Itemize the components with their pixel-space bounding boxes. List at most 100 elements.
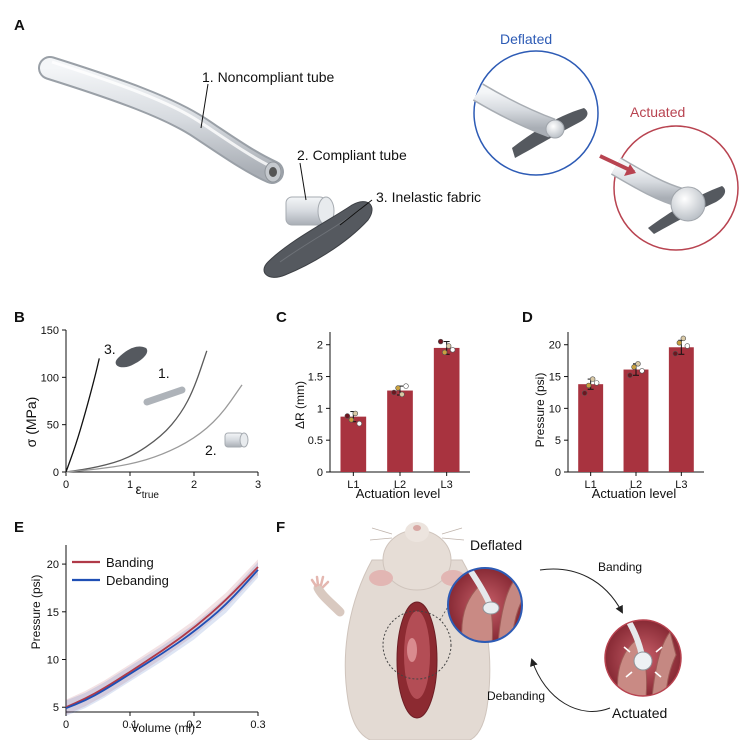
pressure-bar-chart: 0 5 10 15 20 L1 L2 L3 — [549, 332, 704, 491]
noncompliant-tube-illustration — [38, 56, 284, 184]
c-bar-L2 — [387, 390, 413, 472]
c-data-point — [437, 338, 444, 345]
c-data-point — [348, 417, 355, 423]
b-y-tick-label: 0 — [53, 467, 59, 479]
b-x-tick-label: 3 — [255, 479, 261, 491]
b-series-3 — [65, 358, 100, 473]
d-y-tick-label: 10 — [549, 403, 561, 415]
d-y-tick-label: 15 — [549, 372, 561, 384]
d-data-point — [593, 380, 600, 386]
b-series-2 — [65, 384, 243, 473]
c-x-tick-label: L1 — [347, 479, 359, 491]
e-line-debanding — [65, 569, 259, 710]
f-label-debanding: Debanding — [487, 689, 545, 703]
c-data-point — [395, 385, 401, 391]
f-actuated-inset — [604, 619, 682, 697]
d-data-point — [684, 343, 691, 349]
d-bar-L1 — [578, 384, 604, 472]
rat-illustration — [310, 522, 491, 740]
d-y-tick-label: 5 — [555, 435, 561, 447]
c-xlabel: Actuation level — [356, 486, 441, 501]
f-deflated-inset — [447, 567, 523, 643]
f-label-deflated: Deflated — [470, 537, 522, 553]
c-y-tick-label: 2 — [317, 340, 323, 352]
panel-label-d: D — [522, 309, 533, 326]
f-banding-arrow — [539, 568, 623, 614]
c-data-point — [399, 391, 405, 398]
e-line-banding — [65, 566, 259, 709]
d-data-point — [680, 335, 687, 342]
panel-label-b: B — [14, 309, 25, 326]
c-ylabel: ΔR (mm) — [293, 381, 307, 429]
e-y-tick-label: 10 — [47, 655, 59, 667]
e-xlabel: Volume (ml) — [131, 721, 195, 735]
e-legend: Banding Debanding — [72, 555, 169, 588]
c-data-point — [449, 347, 456, 353]
label-actuated-inset: Actuated — [630, 104, 685, 120]
b-curve-label-1: 1. — [158, 365, 170, 381]
b-y-tick-label: 150 — [41, 325, 59, 337]
d-data-point — [639, 368, 645, 374]
stress-strain-chart: 0 50 100 150 0 1 2 3 — [41, 325, 261, 491]
b-curve-label-2: 2. — [205, 442, 217, 458]
d-data-point — [627, 372, 633, 378]
d-data-point — [631, 364, 637, 370]
f-label-banding: Banding — [598, 560, 642, 574]
panel-label-a: A — [14, 17, 25, 34]
e-legend-banding: Banding — [106, 555, 154, 570]
b-y-tick-label: 50 — [47, 420, 59, 432]
d-data-point — [585, 382, 592, 389]
c-data-point — [391, 389, 397, 396]
d-data-point — [635, 361, 641, 367]
d-data-point — [676, 340, 683, 346]
b-x-tick-label: 2 — [191, 479, 197, 491]
c-y-tick-label: 1 — [317, 403, 323, 415]
e-y-tick-label: 15 — [47, 607, 59, 619]
d-xlabel: Actuation level — [592, 486, 677, 501]
c-data-point — [403, 383, 409, 389]
b-y-tick-label: 100 — [41, 372, 59, 384]
d-bar-L3 — [668, 347, 694, 472]
e-x-tick-label: 0 — [63, 719, 69, 731]
b-xlabel-sub: true — [142, 490, 160, 501]
d-x-tick-label: L3 — [675, 479, 687, 491]
c-x-tick-label: L3 — [441, 479, 453, 491]
pressure-volume-chart: 5 10 15 20 0 0.1 0.2 0.3 — [47, 545, 266, 731]
actuated-inset-illustration — [599, 154, 726, 234]
b-x-tick-label: 1 — [127, 479, 133, 491]
e-x-tick-label: 0.3 — [250, 719, 265, 731]
d-data-point — [672, 350, 679, 357]
label-noncompliant-tube: 1. Noncompliant tube — [202, 69, 335, 85]
c-x-tick-label: L2 — [394, 479, 406, 491]
c-bar-L3 — [433, 347, 460, 472]
c-data-point — [344, 413, 351, 419]
d-x-tick-label: L2 — [630, 479, 642, 491]
panel-label-c: C — [276, 309, 287, 326]
c-y-tick-label: 0 — [317, 467, 323, 479]
d-ylabel: Pressure (psi) — [533, 373, 547, 448]
deflated-inset-illustration — [472, 83, 588, 158]
c-data-point — [356, 420, 363, 427]
b-x-tick-label: 0 — [63, 479, 69, 491]
panel-label-e: E — [14, 519, 24, 536]
f-label-actuated: Actuated — [612, 705, 667, 721]
c-y-tick-label: 0.5 — [308, 435, 323, 447]
c-data-point — [445, 343, 452, 349]
label-deflated-inset: Deflated — [500, 31, 552, 47]
label-compliant-tube: 2. Compliant tube — [297, 147, 407, 163]
c-data-point — [441, 349, 448, 356]
d-bar-L2 — [623, 369, 649, 472]
e-x-tick-label: 0.1 — [122, 719, 137, 731]
b-series-1 — [65, 350, 208, 473]
d-data-point — [581, 390, 588, 396]
e-legend-debanding: Debanding — [106, 573, 169, 588]
label-inelastic-fabric: 3. Inelastic fabric — [376, 189, 481, 205]
b-xlabel: εtrue — [136, 481, 160, 501]
f-debanding-arrow — [530, 658, 611, 712]
d-y-tick-label: 0 — [555, 467, 561, 479]
b-noncompliant-inset — [143, 386, 186, 406]
e-ylabel: Pressure (psi) — [29, 575, 43, 650]
c-bar-L1 — [340, 416, 367, 472]
d-y-tick-label: 20 — [549, 340, 561, 352]
